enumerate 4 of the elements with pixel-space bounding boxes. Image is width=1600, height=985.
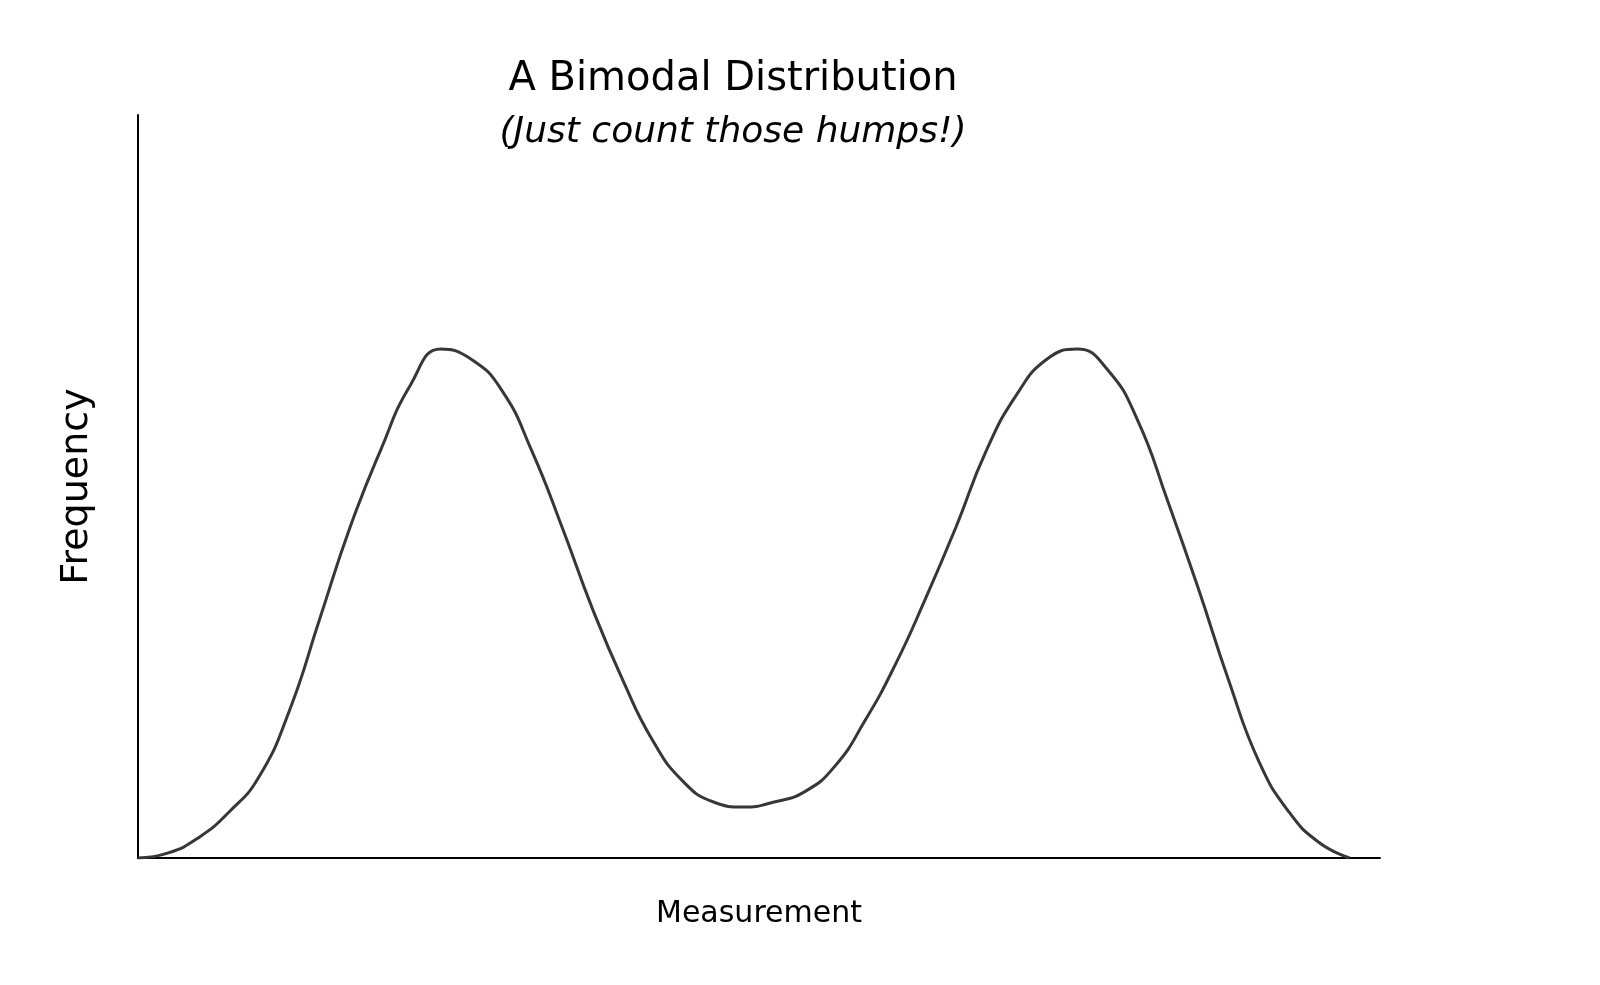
chart-title: A Bimodal Distribution	[508, 53, 958, 99]
x-axis-title: Measurement	[656, 893, 863, 929]
chart-subtitle: (Just count those humps!)	[499, 108, 967, 150]
y-axis-title: Frequency	[52, 388, 96, 585]
